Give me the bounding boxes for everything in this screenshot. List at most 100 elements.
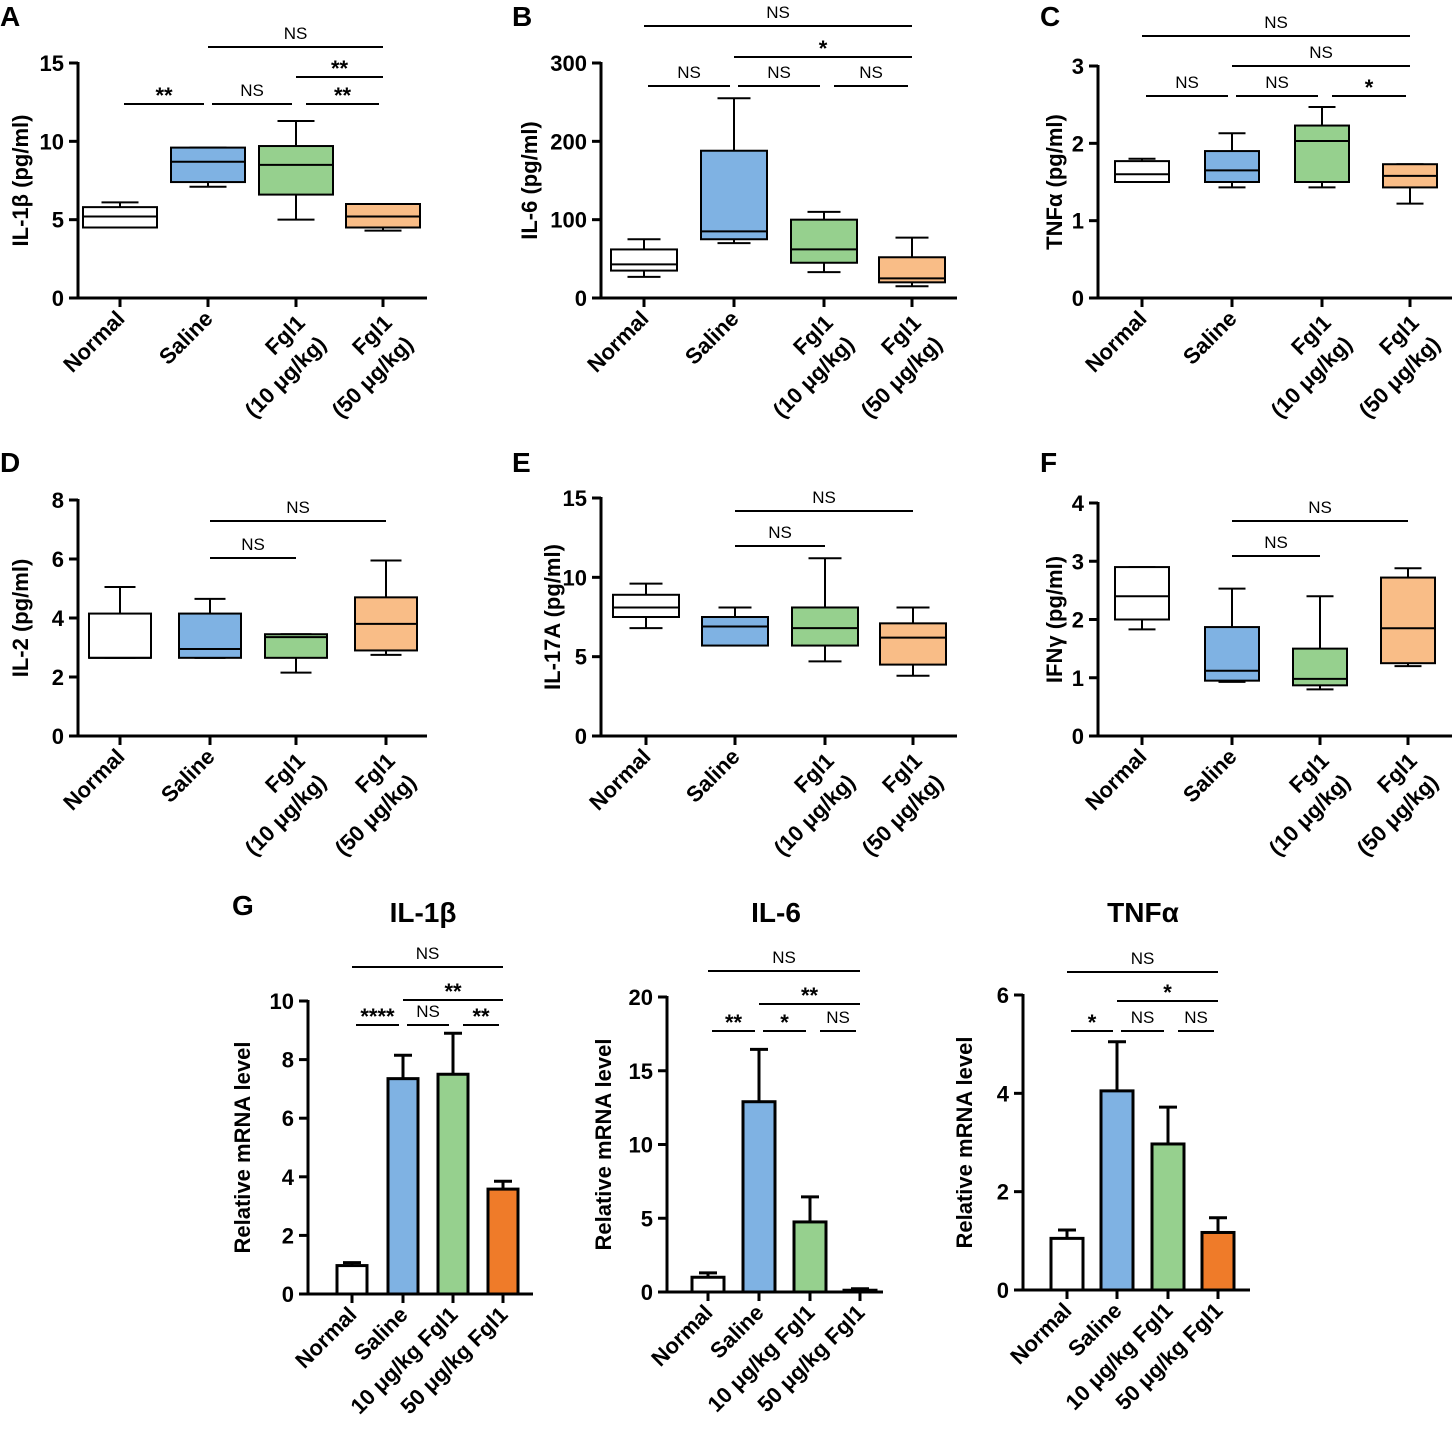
box-2 [700,97,768,245]
significance-label: NS [1175,73,1199,92]
y-axis-label: IL-6 (pg/ml) [517,121,542,240]
significance-5: NS [1178,1008,1214,1032]
significance-label: NS [1264,533,1288,552]
chart-title: IL-6 [751,897,801,928]
y-tick-label: 0 [641,1280,653,1305]
x-tick-label: Saline [681,744,745,808]
significance-label: * [819,36,828,61]
bar-2 [1099,1040,1135,1292]
significance-3: ** [712,1010,755,1035]
y-tick-label: 2 [282,1223,294,1248]
box-2 [170,146,246,188]
y-tick-label: 4 [52,606,65,631]
panel-letter: D [0,447,20,478]
y-tick-label: 2 [1072,131,1084,156]
significance-5: ** [306,83,379,108]
box-body [1204,626,1260,682]
x-tick-label: Saline [1178,306,1242,370]
significance-label: NS [240,81,264,100]
significance-label: NS [241,535,265,554]
y-tick-label: 8 [52,488,64,513]
y-tick-label: 2 [1072,608,1084,633]
y-tick-label: 4 [282,1165,295,1190]
bar [741,1100,777,1294]
y-tick-label: 0 [997,1278,1009,1303]
box-body [1380,576,1436,665]
bar-4 [1200,1216,1236,1292]
x-tick-label-line: Normal [58,744,129,815]
box-1 [88,586,152,659]
x-tick-label: Fgl1(50 μg/kg) [835,310,947,422]
bar [792,1220,828,1294]
box-1 [82,201,158,229]
significance-label: ** [444,979,462,1004]
y-tick-label: 10 [270,989,294,1014]
panel-letter: G [232,890,254,921]
x-tick-label-line: Normal [58,306,129,377]
y-tick-label: 1 [1072,666,1084,691]
box-3 [791,557,859,663]
chart-panel-c: C 0 1 2 3 TNFα (pg/ml) Normal Saline Fgl1(10 μg/… [1040,1,1452,422]
significance-label: NS [766,3,790,22]
panel-letter: F [1040,447,1057,478]
bar [1049,1236,1085,1292]
x-tick-label: Fgl1(10 μg/kg) [219,748,331,860]
significance-1: NS [1142,13,1410,37]
y-tick-label: 20 [629,985,653,1010]
box-1 [1114,566,1170,631]
significance-label: NS [677,63,701,82]
y-tick-label: 0 [52,724,64,749]
significance-label: NS [767,63,791,82]
bar-1 [335,1261,369,1296]
bar-4 [842,1287,878,1294]
y-tick-label: 200 [550,129,587,154]
box-body [264,633,328,659]
significance-label: NS [416,944,440,963]
y-axis-label: TNFα (pg/ml) [1042,114,1067,250]
significance-4: * [763,1010,806,1035]
x-tick-label: Normal [1080,306,1151,377]
y-tick-label: 5 [641,1206,653,1231]
x-tick-label: Fgl1(50 μg/kg) [836,748,948,860]
significance-2: ** [296,56,383,81]
chart-panel-e: E 0 5 10 15 IL-17A (pg/ml) Normal Saline Fgl1(10… [512,447,957,860]
box-body [1204,150,1260,183]
x-tick-label-line: Normal [582,306,653,377]
box-body [701,616,769,647]
bar [335,1264,369,1296]
bar [386,1077,420,1296]
x-tick-label-line: Saline [680,306,744,370]
significance-label: * [1163,980,1172,1005]
significance-label: NS [1264,13,1288,32]
significance-4: NS [212,81,292,105]
box-body [1114,566,1170,621]
bar-3 [1150,1105,1186,1292]
x-tick-label-line: Normal [1080,306,1151,377]
panel-letter: E [512,447,531,478]
significance-1: NS [735,488,913,512]
x-tick-label-line: Saline [156,744,220,808]
y-tick-label: 15 [563,486,587,511]
significance-label: ** [155,83,173,108]
bar [1150,1142,1186,1292]
significance-2: NS [735,523,825,547]
y-tick-label: 0 [1072,724,1084,749]
y-axis-label: IL-17A (pg/ml) [540,544,565,690]
significance-1: NS [644,3,912,27]
significance-3: ** [124,83,204,108]
y-tick-label: 6 [52,547,64,572]
significance-3: NS [648,63,730,87]
significance-label: * [1088,1010,1097,1035]
bar-4 [486,1179,520,1296]
box-body [178,612,242,659]
box-body [1114,160,1170,183]
y-tick-label: 0 [575,286,587,311]
y-tick-label: 3 [1072,54,1084,79]
y-tick-label: 5 [52,208,64,233]
significance-label: NS [768,523,792,542]
box-body [170,146,246,184]
x-tick-label: Fgl1(10 μg/kg) [219,310,331,422]
panel-letter: C [1040,1,1060,32]
